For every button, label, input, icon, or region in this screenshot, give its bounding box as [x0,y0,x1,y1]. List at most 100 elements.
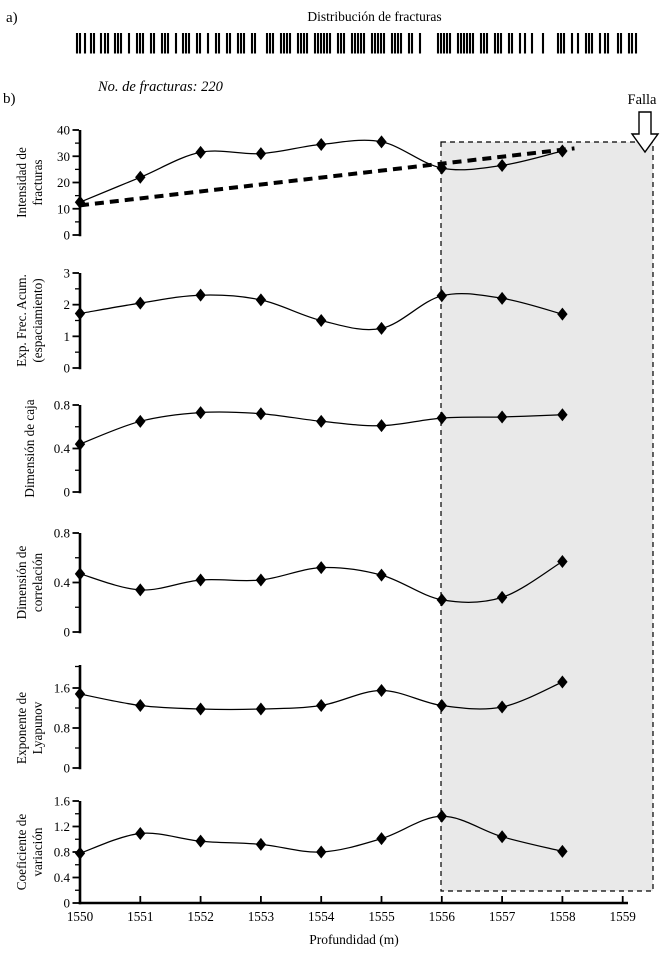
subplot-5: 0 0.8 1.6 Exponente de Lyapunov [14,665,568,776]
data-point [135,414,146,428]
y-tick-label: 0.8 [54,526,70,541]
y-axis-label: variación [30,827,45,876]
y-tick-label: 20 [57,175,70,190]
panel-a-label: a) [6,10,18,26]
data-point [496,291,508,305]
data-point [376,832,387,846]
y-axis-label: Intensidad de [14,147,29,218]
x-tick-label: 1550 [67,909,94,924]
subplot-2: 0 1 2 3 Exp. Frec. Acum. (espaciamiento) [14,266,568,376]
y-tick-label: 0.4 [54,870,71,885]
y-tick-label: 10 [57,201,70,216]
data-point [195,702,206,716]
y-tick-label: 0.8 [54,721,70,736]
falla-label: Falla [627,92,657,108]
data-point [496,410,508,424]
data-point [316,845,327,859]
x-tick-label: 1559 [610,909,637,924]
data-point [74,307,86,321]
x-tick-label: 1557 [489,909,516,924]
data-point [135,583,146,597]
data-point [557,408,568,422]
y-tick-label: 0.4 [54,575,71,590]
data-point [557,307,568,321]
y-tick-label: 0.4 [54,441,71,456]
x-tick-label: 1555 [368,909,395,924]
data-point [195,573,206,587]
data-point [255,837,267,851]
data-point [557,144,568,158]
y-axis-label: Coeficiente de [14,814,29,891]
data-point [135,827,146,841]
barcode-title: Distribución de fracturas [307,9,442,24]
y-tick-label: 0 [64,485,71,500]
x-tick-label: 1553 [248,909,275,924]
data-point [195,834,206,848]
data-point [436,699,447,712]
data-point [316,137,327,151]
data-point [316,314,327,327]
y-tick-label: 3 [64,266,71,281]
subplot-1: 0 10 20 30 40 Intensidad de fracturas [14,123,575,243]
data-point [74,567,86,581]
y-tick-label: 0 [64,361,71,376]
data-point [195,406,206,420]
data-point [376,419,387,433]
y-axis-label: Dimensión de caja [22,399,37,497]
data-point [255,573,267,587]
data-point [316,414,327,428]
fault-zone-region [440,141,654,892]
y-tick-label: 0.8 [54,845,70,860]
data-point [255,702,267,716]
fracture-distribution-barcode [75,33,638,54]
data-point [135,296,146,310]
data-point [376,568,387,582]
data-point [255,147,267,161]
y-tick-label: 0 [64,625,71,640]
subplot-3: 0 0.4 0.8 Dimensión de caja [22,398,568,500]
x-axis: 1550 1551 1552 1553 1554 1555 1556 1557 1558 1559… [67,896,636,947]
x-tick-label: 1554 [308,909,335,924]
data-point [496,158,508,172]
data-point [74,437,86,451]
y-axis-label: Lyapunov [30,701,45,754]
data-point [436,411,447,425]
data-point [436,593,447,607]
data-point [316,699,327,712]
y-tick-label: 1.6 [54,794,71,809]
data-point [195,288,206,302]
data-point [557,675,568,689]
y-axis-label: Dimensión de [14,546,29,620]
y-tick-label: 40 [57,123,70,138]
y-tick-label: 0 [64,761,71,776]
panel-b-label: b) [3,91,16,107]
y-tick-label: 0.8 [54,398,70,413]
data-point [496,830,508,844]
data-point [255,407,267,421]
data-point [436,289,447,303]
y-axis-label: fracturas [30,159,45,205]
falla-arrow-icon [630,111,660,154]
trend-line [79,146,575,208]
data-point [557,844,568,858]
data-point [376,684,387,697]
subplot-4: 0 0.4 0.8 Dimensión de correlación [14,526,568,640]
x-axis-title: Profundidad (m) [309,932,399,947]
data-point [74,687,86,701]
data-point [557,554,568,568]
data-point [74,846,86,860]
data-point [195,145,206,159]
y-tick-label: 1.2 [54,819,70,834]
subplot-6: 0 0.4 0.8 1.2 1.6 Coeficiente de variación [14,794,568,911]
data-point [436,809,447,823]
data-point [376,135,387,149]
x-tick-label: 1556 [429,909,456,924]
y-tick-label: 2 [64,297,71,312]
y-tick-label: 0 [64,228,71,243]
data-point [496,590,508,604]
y-tick-label: 30 [57,149,70,164]
data-point [135,699,146,712]
y-axis-label: Exp. Frec. Acum. [14,274,29,367]
